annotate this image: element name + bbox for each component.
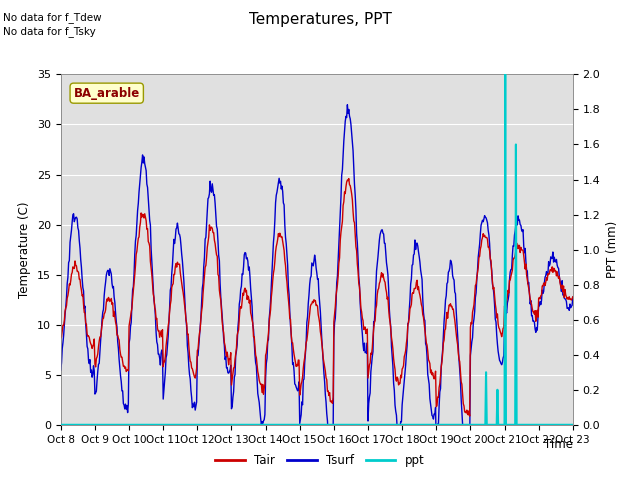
Text: Time: Time: [544, 438, 573, 451]
Y-axis label: PPT (mm): PPT (mm): [606, 221, 619, 278]
Y-axis label: Temperature (C): Temperature (C): [19, 201, 31, 298]
Text: BA_arable: BA_arable: [74, 87, 140, 100]
Legend: Tair, Tsurf, ppt: Tair, Tsurf, ppt: [211, 449, 429, 472]
Text: Temperatures, PPT: Temperatures, PPT: [248, 12, 392, 27]
Text: No data for f_Tdew: No data for f_Tdew: [3, 12, 102, 23]
Text: No data for f_Tsky: No data for f_Tsky: [3, 26, 96, 37]
